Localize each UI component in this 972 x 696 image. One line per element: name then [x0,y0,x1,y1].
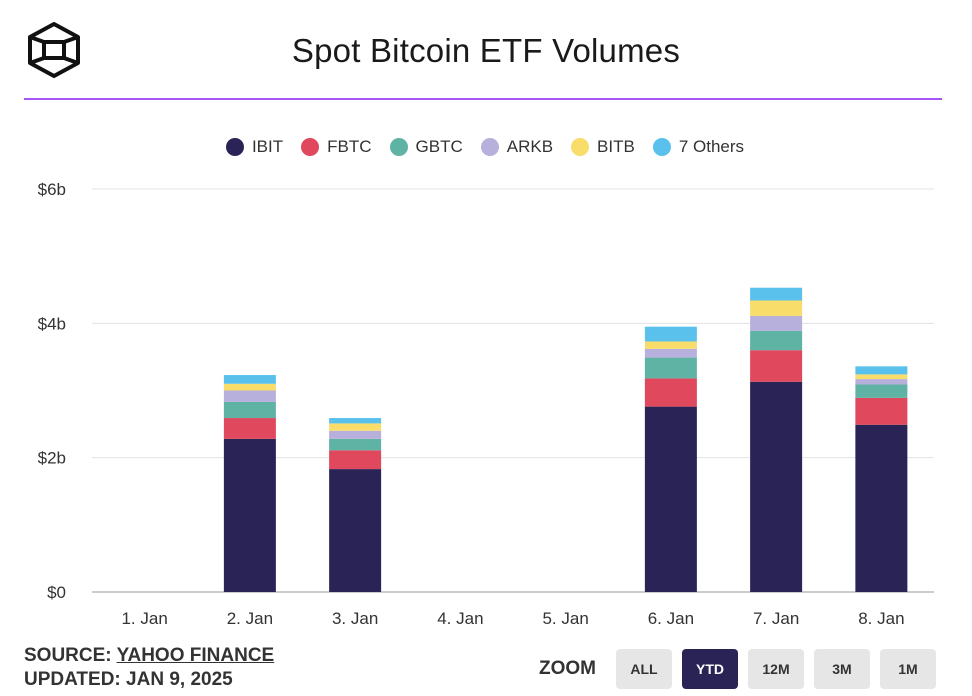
updated-line: UPDATED: JAN 9, 2025 [24,669,233,690]
legend-item-gbtc[interactable]: GBTC [389,137,463,157]
legend-label: BITB [597,137,635,156]
title-divider [24,98,942,100]
legend-dot-icon [389,138,408,156]
x-tick-label: 1. Jan [121,609,167,628]
source-line: SOURCE: YAHOO FINANCE [24,644,274,668]
legend-dot-icon [225,138,244,156]
y-tick-label: $4b [38,314,66,333]
bar-segment-gbtc [855,384,908,398]
bar-segment-ibit [223,438,276,592]
bar-segment-7-others [644,326,697,342]
source-link[interactable]: YAHOO FINANCE [116,645,275,666]
bar-segment-ibit [855,424,908,592]
x-tick-label: 6. Jan [648,609,694,628]
bar-segment-7-others [750,287,803,301]
legend-dot-icon [571,138,590,156]
bar-segment-gbtc [644,357,697,379]
bar-segment-gbtc [223,401,276,419]
bar-segment-gbtc [329,438,382,451]
bar-segment-ibit [750,381,803,592]
chart-area: $0 $2b $4b $6b 1. Jan 2. Jan 3. Jan 4. Jan 5. Ja… [38,180,934,628]
x-tick-label: 3. Jan [332,609,378,628]
footer-info: SOURCE: YAHOO FINANCE UPDATED: JAN 9, 20… [24,644,274,692]
legend-dot-icon [652,138,671,156]
bar-segment-7-others [223,375,276,384]
legend-label: GBTC [415,137,463,156]
zoom-button-3m[interactable]: 3M [814,649,870,689]
bar-segment-fbtc [223,418,276,439]
source-prefix: SOURCE: [24,645,112,666]
zoom-button-12m[interactable]: 12M [748,649,804,689]
chart-legend: IBIT FBTC GBTC ARKB BITB 7 Others [0,137,972,157]
zoom-controls: ZOOM ALL YTD 12M 3M 1M [539,649,936,689]
bar-segment-arkb [644,348,697,358]
legend-item-7-others[interactable]: 7 Others [652,137,745,157]
bar-segment-bitb [223,383,276,391]
bar-segment-7-others [329,418,382,424]
legend-item-bitb[interactable]: BITB [571,137,635,157]
legend-label: FBTC [327,137,372,156]
x-tick-label: 5. Jan [542,609,588,628]
legend-item-ibit[interactable]: IBIT [225,137,284,157]
bar-segment-gbtc [750,330,803,351]
x-tick-label: 7. Jan [753,609,799,628]
bar-segment-arkb [329,430,382,439]
bar-segment-bitb [329,423,382,431]
x-tick-label: 8. Jan [858,609,904,628]
legend-label: IBIT [251,137,284,156]
legend-dot-icon [480,138,499,156]
y-tick-label: $2b [38,449,66,468]
zoom-button-all[interactable]: ALL [616,649,672,689]
bar-segment-ibit [644,406,697,592]
y-tick-label: $0 [47,583,66,602]
legend-item-fbtc[interactable]: FBTC [301,137,372,157]
brand-logo-icon [28,22,80,78]
bar-segment-arkb [750,315,803,331]
y-tick-label: $6b [38,180,66,199]
bar-segment-bitb [750,300,803,316]
bar-segment-bitb [644,341,697,349]
zoom-button-ytd[interactable]: YTD [682,649,738,689]
bar-segment-fbtc [644,378,697,407]
bar-segment-fbtc [855,397,908,425]
zoom-button-group: ALL YTD 12M 3M 1M [616,649,936,689]
chart-title: Spot Bitcoin ETF Volumes [291,32,681,69]
bar-segment-arkb [855,379,908,385]
bar-segment-7-others [855,366,908,375]
x-tick-label: 4. Jan [437,609,483,628]
bar-segment-fbtc [750,350,803,382]
bar-segment-fbtc [329,450,382,470]
x-tick-label: 2. Jan [227,609,273,628]
zoom-button-1m[interactable]: 1M [880,649,936,689]
bar-segment-bitb [855,374,908,380]
bar-segment-arkb [223,390,276,402]
legend-label: 7 Others [678,137,745,156]
zoom-label: ZOOM [539,658,596,679]
legend-label: ARKB [506,137,554,156]
bar-segment-ibit [329,469,382,592]
legend-item-arkb[interactable]: ARKB [480,137,554,157]
legend-dot-icon [301,138,320,156]
